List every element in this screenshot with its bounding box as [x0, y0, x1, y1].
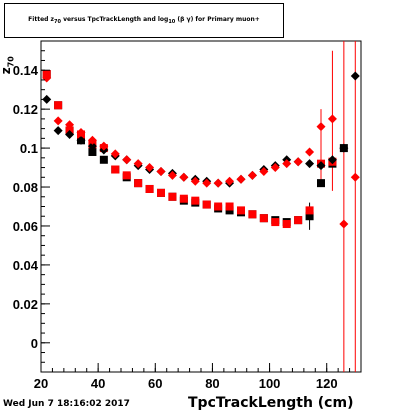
- diamond-point: [42, 94, 52, 104]
- x-axis-label: TpcTrackLength (cm): [188, 395, 354, 411]
- data-markers: [42, 70, 360, 229]
- diamond-point: [225, 176, 235, 186]
- square-point: [111, 165, 120, 174]
- y-tick-label: 0.14: [13, 63, 39, 78]
- diamond-point: [133, 159, 143, 169]
- diamond-point: [350, 172, 360, 182]
- title-prefix: Fitted z: [28, 15, 55, 23]
- diamond-point: [156, 166, 166, 176]
- diamond-point: [339, 143, 349, 153]
- square-point: [305, 206, 314, 215]
- square-point: [202, 200, 211, 209]
- diamond-point: [65, 120, 75, 130]
- diamond-point: [270, 163, 280, 173]
- diamond-point: [339, 219, 349, 229]
- diamond-point: [247, 170, 257, 180]
- square-point: [259, 214, 268, 223]
- diamond-point: [236, 174, 246, 184]
- error-bars: [309, 41, 356, 372]
- diamond-point: [65, 129, 75, 139]
- square-point: [157, 188, 165, 197]
- chart-title-box: Fitted z70 versus TpcTrackLength and log…: [4, 3, 284, 38]
- square-point: [191, 196, 200, 205]
- square-point: [237, 206, 245, 215]
- title-subscript: 70: [54, 19, 61, 26]
- diamond-point: [316, 122, 326, 132]
- square-point: [305, 212, 314, 221]
- square-point: [145, 184, 154, 193]
- y-tick-label: 0.1: [20, 141, 38, 156]
- diamond-point: [350, 71, 360, 81]
- square-point: [179, 194, 188, 203]
- y-tick-label: 0: [31, 336, 38, 351]
- x-tick-label: 80: [205, 376, 219, 391]
- diamond-point: [110, 149, 120, 159]
- square-point: [225, 202, 234, 211]
- diamond-point: [327, 155, 337, 165]
- diamond-point: [76, 128, 86, 138]
- square-point: [168, 192, 177, 201]
- diamond-point: [316, 161, 326, 171]
- square-point: [294, 216, 303, 225]
- diamond-point: [327, 114, 337, 124]
- title-subscript-2: 10: [168, 19, 176, 26]
- y-tick-label: 0.04: [13, 258, 39, 273]
- square-point: [282, 220, 291, 229]
- x-tick-label: 40: [91, 376, 105, 391]
- datestamp: Wed Jun 7 18:16:02 2017: [3, 399, 130, 409]
- y-tick-label: 0.12: [13, 102, 38, 117]
- diamond-point: [122, 155, 132, 165]
- y-axis-label-sub: 70: [6, 56, 16, 68]
- square-point: [88, 147, 97, 156]
- y-axis-label: z70: [0, 56, 15, 74]
- diamond-point: [87, 141, 97, 151]
- square-point: [317, 179, 325, 188]
- square-point: [248, 210, 257, 219]
- y-tick-label: 0.08: [13, 180, 38, 195]
- diamond-point: [305, 147, 315, 157]
- diamond-point: [167, 170, 177, 180]
- x-tick-label: 60: [148, 376, 162, 391]
- square-point: [134, 179, 143, 188]
- diamond-point: [293, 157, 303, 167]
- diamond-point: [282, 159, 292, 169]
- x-tick-label: 20: [34, 376, 48, 391]
- square-point: [271, 218, 280, 227]
- diamond-point: [87, 135, 97, 145]
- chart-title: Fitted z70 versus TpcTrackLength and log…: [28, 16, 260, 25]
- diamond-point: [99, 141, 109, 151]
- diamond-point: [305, 159, 315, 169]
- x-tick-label: 120: [316, 376, 338, 391]
- y-axis-label-main: z: [0, 67, 13, 75]
- square-point: [214, 202, 223, 211]
- axis-ticks: 20 40 60 80 100 120 0 0.02 0.04 0.06 0.08 0.1 0.12 0.…: [13, 50, 362, 391]
- diamond-point: [259, 166, 269, 176]
- y-tick-label: 0.02: [13, 297, 38, 312]
- square-point: [54, 101, 63, 110]
- title-suffix: (β γ) for Primary muon+: [175, 15, 260, 23]
- square-point: [99, 155, 108, 164]
- y-tick-label: 0.06: [13, 219, 38, 234]
- x-tick-label: 100: [259, 376, 281, 391]
- title-mid: versus TpcTrackLength and log: [60, 15, 169, 23]
- diamond-point: [213, 178, 223, 188]
- diamond-point: [202, 178, 212, 188]
- diamond-point: [190, 176, 200, 186]
- diamond-point: [76, 135, 86, 145]
- diamond-point: [53, 126, 63, 136]
- square-point: [122, 171, 131, 180]
- diamond-point: [179, 172, 189, 182]
- diamond-point: [145, 163, 155, 173]
- diamond-point: [53, 116, 63, 126]
